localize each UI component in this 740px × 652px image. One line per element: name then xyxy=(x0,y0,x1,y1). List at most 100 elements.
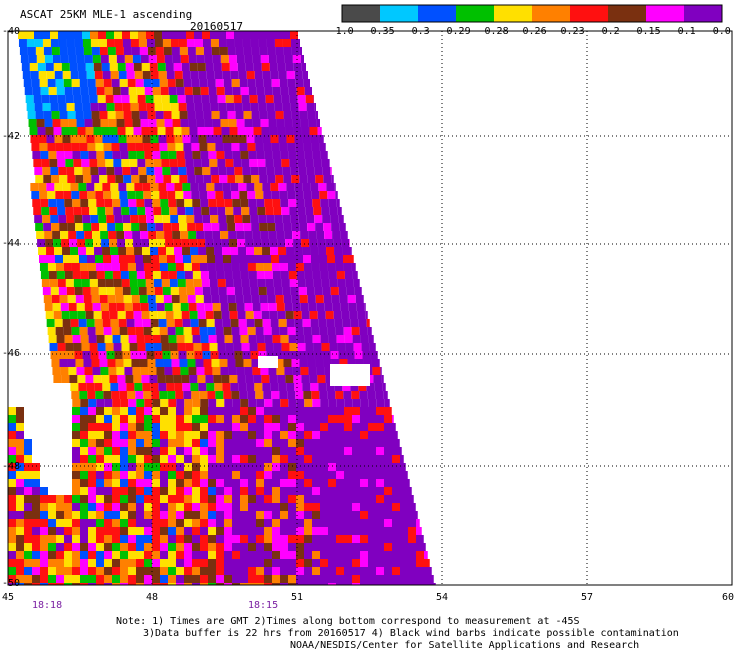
data-cell xyxy=(304,407,312,415)
data-cell xyxy=(136,511,144,519)
data-cell xyxy=(143,191,151,199)
data-cell xyxy=(124,367,132,375)
data-cell xyxy=(197,119,205,127)
data-cell xyxy=(360,503,368,511)
data-cell xyxy=(226,279,234,287)
data-cell xyxy=(376,455,384,463)
data-cell xyxy=(384,415,392,423)
data-cell xyxy=(141,303,149,311)
data-cell xyxy=(130,343,138,351)
data-cell xyxy=(136,79,144,87)
data-cell xyxy=(232,431,240,439)
data-cell xyxy=(16,495,24,503)
data-cell xyxy=(286,135,294,143)
data-cell xyxy=(143,391,151,399)
data-cell xyxy=(216,415,224,423)
data-cell xyxy=(103,319,111,327)
data-cell xyxy=(80,399,88,407)
data-cell xyxy=(65,87,73,95)
data-cell xyxy=(259,223,267,231)
data-cell xyxy=(368,431,376,439)
data-cell xyxy=(206,311,214,319)
data-cell xyxy=(97,335,105,343)
data-cell xyxy=(232,551,240,559)
data-cell xyxy=(326,311,334,319)
data-cell xyxy=(48,327,56,335)
data-cell xyxy=(256,575,264,583)
data-cell xyxy=(160,511,168,519)
data-cell xyxy=(30,135,38,143)
data-cell xyxy=(212,111,220,119)
data-cell xyxy=(298,343,306,351)
data-cell xyxy=(185,159,193,167)
data-cell xyxy=(63,143,71,151)
data-cell xyxy=(112,519,120,527)
data-cell xyxy=(128,471,136,479)
data-cell xyxy=(264,327,272,335)
data-cell xyxy=(72,423,80,431)
data-cell xyxy=(172,295,180,303)
data-cell xyxy=(290,95,298,103)
data-cell xyxy=(153,207,161,215)
data-cell xyxy=(129,271,137,279)
data-cell xyxy=(303,255,311,263)
data-cell xyxy=(328,575,336,583)
data-cell xyxy=(320,263,328,271)
data-cell xyxy=(288,471,296,479)
data-cell xyxy=(154,343,162,351)
data-cell xyxy=(312,415,320,423)
data-cell xyxy=(184,151,192,159)
data-cell xyxy=(271,191,279,199)
data-cell xyxy=(176,567,184,575)
data-cell xyxy=(408,519,416,527)
data-cell xyxy=(16,431,24,439)
data-cell xyxy=(257,87,265,95)
data-cell xyxy=(256,423,264,431)
data-cell xyxy=(55,71,63,79)
data-cell xyxy=(235,103,243,111)
data-cell xyxy=(67,287,75,295)
data-cell xyxy=(112,535,120,543)
data-cell xyxy=(278,135,286,143)
data-cell xyxy=(116,231,124,239)
data-cell xyxy=(168,527,176,535)
data-cell xyxy=(80,551,88,559)
data-cell xyxy=(262,63,270,71)
data-cell xyxy=(416,519,420,527)
data-cell xyxy=(144,495,152,503)
data-cell xyxy=(192,575,200,583)
data-cell xyxy=(96,495,104,503)
data-cell xyxy=(256,495,264,503)
data-cell xyxy=(166,311,174,319)
data-cell xyxy=(304,415,312,423)
data-cell xyxy=(75,287,83,295)
data-cell xyxy=(269,239,277,247)
data-cell xyxy=(313,159,321,167)
data-cell xyxy=(360,559,368,567)
data-cell xyxy=(87,143,95,151)
data-cell xyxy=(111,255,119,263)
data-cell xyxy=(205,303,213,311)
data-cell xyxy=(274,167,282,175)
data-cell xyxy=(70,247,78,255)
data-cell xyxy=(217,207,225,215)
data-cell xyxy=(240,567,248,575)
data-cell xyxy=(152,511,160,519)
data-cell xyxy=(283,287,291,295)
data-cell xyxy=(376,399,384,407)
data-cell xyxy=(137,87,145,95)
data-cell xyxy=(144,567,152,575)
data-cell xyxy=(112,423,120,431)
data-cell xyxy=(216,455,224,463)
data-cell xyxy=(176,199,184,207)
data-cell xyxy=(80,423,88,431)
data-cell xyxy=(66,167,74,175)
data-cell xyxy=(368,575,376,583)
data-cell xyxy=(66,343,74,351)
data-cell xyxy=(120,327,128,335)
data-cell xyxy=(167,255,175,263)
data-cell xyxy=(152,463,160,471)
data-cell xyxy=(269,303,277,311)
data-cell xyxy=(33,87,41,95)
data-cell xyxy=(224,463,232,471)
